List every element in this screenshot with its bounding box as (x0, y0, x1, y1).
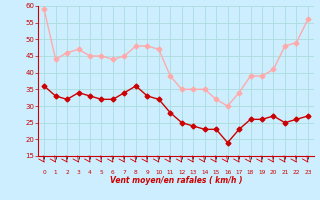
X-axis label: Vent moyen/en rafales ( km/h ): Vent moyen/en rafales ( km/h ) (110, 176, 242, 185)
